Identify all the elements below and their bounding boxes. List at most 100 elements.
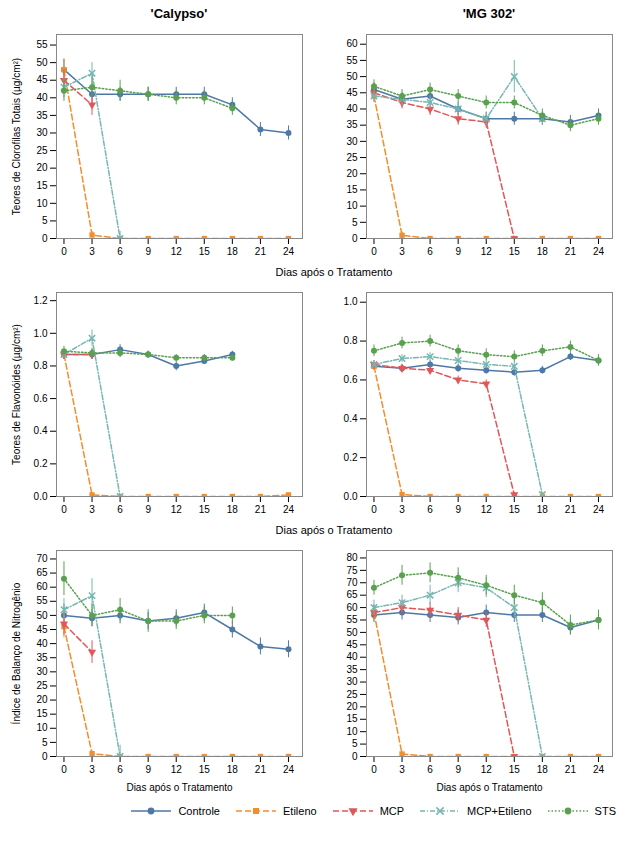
svg-text:3: 3 — [399, 764, 405, 775]
svg-text:15: 15 — [509, 504, 521, 515]
svg-text:12: 12 — [481, 764, 493, 775]
svg-text:Teores de Flavonóides (µg/cm²): Teores de Flavonóides (µg/cm²) — [11, 324, 22, 465]
svg-text:1.0: 1.0 — [344, 296, 358, 307]
svg-text:0: 0 — [371, 764, 377, 775]
svg-text:5: 5 — [352, 738, 358, 749]
svg-text:65: 65 — [36, 567, 48, 578]
svg-text:10: 10 — [36, 722, 48, 733]
svg-text:9: 9 — [455, 504, 461, 515]
svg-text:0.8: 0.8 — [344, 335, 358, 346]
svg-text:30: 30 — [346, 136, 358, 147]
svg-text:18: 18 — [537, 764, 549, 775]
svg-text:30: 30 — [346, 676, 358, 687]
svg-text:12: 12 — [481, 504, 493, 515]
svg-text:15: 15 — [199, 764, 211, 775]
svg-text:9: 9 — [145, 764, 151, 775]
svg-text:0.0: 0.0 — [34, 491, 48, 502]
svg-text:15: 15 — [346, 184, 358, 195]
svg-text:45: 45 — [346, 87, 358, 98]
svg-text:50: 50 — [36, 57, 48, 68]
svg-text:24: 24 — [283, 764, 295, 775]
svg-text:55: 55 — [346, 614, 358, 625]
svg-text:15: 15 — [509, 764, 521, 775]
svg-text:12: 12 — [171, 246, 183, 257]
svg-text:0.2: 0.2 — [34, 458, 48, 469]
svg-text:30: 30 — [36, 127, 48, 138]
svg-text:80: 80 — [346, 552, 358, 563]
svg-text:40: 40 — [36, 92, 48, 103]
svg-text:0: 0 — [371, 504, 377, 515]
svg-text:15: 15 — [509, 246, 521, 257]
svg-text:50: 50 — [36, 610, 48, 621]
svg-text:0: 0 — [42, 233, 48, 244]
svg-text:0.4: 0.4 — [34, 425, 48, 436]
svg-text:70: 70 — [346, 577, 358, 588]
svg-text:3: 3 — [89, 246, 95, 257]
svg-text:24: 24 — [283, 246, 295, 257]
svg-text:50: 50 — [346, 627, 358, 638]
svg-text:1.2: 1.2 — [34, 295, 48, 306]
svg-text:0.6: 0.6 — [34, 393, 48, 404]
svg-text:3: 3 — [399, 504, 405, 515]
svg-text:20: 20 — [346, 701, 358, 712]
svg-text:24: 24 — [593, 246, 605, 257]
svg-text:18: 18 — [227, 504, 239, 515]
svg-text:24: 24 — [593, 504, 605, 515]
svg-text:30: 30 — [36, 666, 48, 677]
svg-text:0: 0 — [61, 246, 67, 257]
svg-text:15: 15 — [199, 504, 211, 515]
svg-text:10: 10 — [346, 200, 358, 211]
svg-text:0: 0 — [371, 246, 377, 257]
svg-text:70: 70 — [36, 553, 48, 564]
svg-text:Teores de Clorofilas Totais (µ: Teores de Clorofilas Totais (µg/cm²) — [11, 58, 22, 215]
svg-text:0: 0 — [61, 764, 67, 775]
svg-text:3: 3 — [89, 504, 95, 515]
svg-text:18: 18 — [227, 764, 239, 775]
svg-text:15: 15 — [346, 713, 358, 724]
svg-text:3: 3 — [89, 764, 95, 775]
svg-text:21: 21 — [565, 764, 577, 775]
svg-text:25: 25 — [36, 680, 48, 691]
svg-text:0: 0 — [42, 751, 48, 762]
svg-text:21: 21 — [255, 764, 267, 775]
svg-text:18: 18 — [537, 504, 549, 515]
svg-text:21: 21 — [565, 504, 577, 515]
svg-text:10: 10 — [36, 198, 48, 209]
svg-text:20: 20 — [36, 694, 48, 705]
svg-text:60: 60 — [36, 581, 48, 592]
svg-text:15: 15 — [36, 708, 48, 719]
svg-text:45: 45 — [36, 74, 48, 85]
svg-text:6: 6 — [117, 764, 123, 775]
svg-text:6: 6 — [427, 504, 433, 515]
svg-text:9: 9 — [455, 246, 461, 257]
svg-text:0: 0 — [61, 504, 67, 515]
svg-text:Índice de Balanço de Nitrogêni: Índice de Balanço de Nitrogênio — [10, 582, 22, 724]
svg-text:45: 45 — [346, 639, 358, 650]
svg-text:0.8: 0.8 — [34, 360, 48, 371]
svg-text:1.0: 1.0 — [34, 328, 48, 339]
svg-text:20: 20 — [346, 168, 358, 179]
svg-text:9: 9 — [455, 764, 461, 775]
svg-text:0.6: 0.6 — [344, 374, 358, 385]
svg-text:0.0: 0.0 — [344, 491, 358, 502]
svg-text:5: 5 — [42, 215, 48, 226]
svg-text:20: 20 — [36, 162, 48, 173]
svg-text:50: 50 — [346, 71, 358, 82]
svg-text:0: 0 — [352, 233, 358, 244]
svg-text:12: 12 — [171, 504, 183, 515]
svg-text:60: 60 — [346, 38, 358, 49]
svg-text:24: 24 — [593, 764, 605, 775]
svg-text:35: 35 — [36, 110, 48, 121]
svg-text:5: 5 — [352, 217, 358, 228]
svg-text:25: 25 — [36, 145, 48, 156]
svg-text:6: 6 — [427, 246, 433, 257]
svg-text:12: 12 — [171, 764, 183, 775]
svg-text:12: 12 — [481, 246, 493, 257]
svg-text:6: 6 — [427, 764, 433, 775]
svg-text:55: 55 — [346, 55, 358, 66]
svg-text:40: 40 — [346, 103, 358, 114]
svg-text:45: 45 — [36, 624, 48, 635]
svg-text:55: 55 — [36, 39, 48, 50]
svg-text:21: 21 — [255, 504, 267, 515]
svg-text:18: 18 — [227, 246, 239, 257]
